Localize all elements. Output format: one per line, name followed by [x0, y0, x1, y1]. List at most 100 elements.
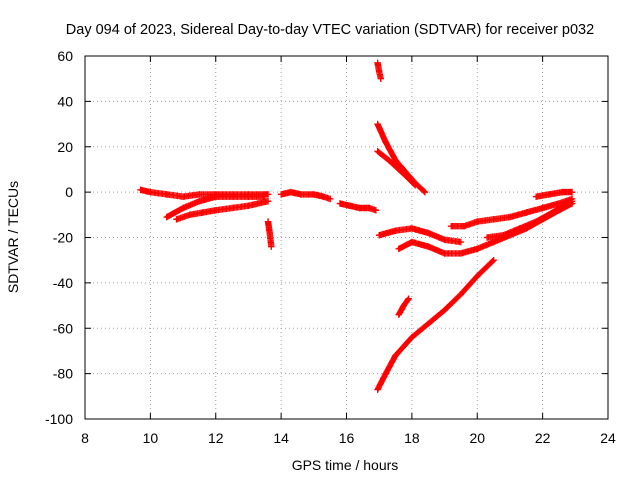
data-point: [506, 213, 514, 221]
data-point: [163, 191, 170, 198]
data-point: [163, 213, 170, 221]
series-arc-1600: [336, 200, 380, 214]
data-point: [405, 175, 412, 182]
data-point: [395, 245, 402, 253]
series-markers: [374, 257, 497, 393]
data-point: [447, 222, 455, 230]
y-tick-label: 20: [57, 139, 73, 155]
data-point: [385, 157, 393, 164]
data-point: [474, 218, 481, 225]
data-point: [212, 193, 219, 200]
data-point: [179, 193, 187, 200]
data-point: [568, 188, 576, 196]
y-axis-label: SDTVAR / TECUs: [5, 181, 21, 293]
data-point: [377, 75, 385, 82]
data-point: [523, 209, 530, 216]
data-point: [425, 229, 432, 237]
data-point: [336, 200, 344, 207]
data-point: [532, 218, 540, 225]
y-tick-label: 60: [57, 48, 73, 64]
data-point: [375, 68, 383, 76]
data-point: [395, 311, 402, 318]
data-point: [532, 193, 540, 200]
data-point: [287, 188, 295, 196]
data-point: [196, 198, 203, 205]
y-tick-label: 40: [57, 93, 73, 109]
series-arc-late-1: [447, 195, 576, 230]
data-point: [374, 59, 381, 67]
data-point: [310, 191, 318, 198]
x-tick-label: 8: [81, 430, 89, 446]
data-point: [375, 232, 383, 239]
data-point: [545, 191, 553, 198]
x-tick-label: 20: [469, 430, 485, 446]
data-point: [516, 225, 523, 232]
data-point: [539, 204, 546, 212]
axis-ticks: 8 10 12 14 16 18 20 22 24 60 40 20 0 -20 -40 -60 -80 -100: [45, 48, 616, 446]
data-point: [441, 306, 448, 314]
data-point: [356, 204, 363, 212]
series-arc-descending-lower: [374, 148, 419, 189]
x-tick-label: 24: [600, 430, 616, 446]
data-point: [425, 243, 432, 250]
y-tick-label: -20: [53, 230, 73, 246]
data-point: [228, 193, 236, 200]
data-point: [374, 386, 381, 393]
data-point: [408, 238, 416, 246]
y-tick-label: 0: [65, 184, 73, 200]
y-tick-label: -40: [53, 275, 73, 291]
data-point: [457, 291, 465, 298]
data-point: [400, 302, 407, 309]
data-point: [228, 204, 236, 212]
data-point: [382, 139, 389, 146]
data-point: [326, 195, 334, 203]
data-point: [500, 232, 507, 239]
data-point: [264, 218, 272, 225]
data-point: [147, 188, 154, 196]
data-point: [425, 320, 432, 327]
x-tick-label: 18: [404, 430, 420, 446]
series-markers: [277, 188, 334, 203]
data-point: [245, 202, 252, 209]
data-point: [474, 272, 481, 280]
data-point: [297, 191, 304, 198]
data-point: [483, 234, 491, 241]
series-arc-steep-top: [374, 59, 385, 82]
data-point: [186, 211, 193, 219]
data-point: [266, 229, 273, 237]
grid: [85, 56, 608, 419]
x-tick-label: 22: [535, 430, 551, 446]
data-point: [264, 198, 272, 205]
data-point: [405, 295, 412, 302]
data-point: [441, 236, 448, 243]
data-point: [395, 166, 402, 173]
series-arc-deep-rise: [374, 256, 497, 393]
data-point: [261, 193, 268, 200]
data-point: [408, 334, 416, 341]
data-point: [137, 186, 144, 194]
chart-title: Day 094 of 2023, Sidereal Day-to-day VTE…: [66, 22, 594, 38]
series-arc-1340: [264, 218, 275, 250]
data-point: [196, 191, 203, 198]
data-point: [490, 216, 497, 223]
data-point: [441, 250, 448, 257]
data-point: [490, 238, 497, 246]
data-point: [268, 243, 275, 250]
data-point: [346, 202, 353, 209]
data-point: [179, 204, 187, 212]
data-point: [320, 193, 327, 200]
x-tick-label: 14: [273, 430, 289, 446]
data-point: [490, 256, 497, 264]
data-point: [372, 207, 380, 214]
data-point: [411, 182, 419, 189]
series-arc-late-3: [532, 188, 576, 200]
series-arc-morning-mid: [163, 193, 268, 221]
data-point: [457, 250, 465, 257]
data-point: [264, 191, 272, 198]
data-point: [374, 148, 381, 155]
data-point: [568, 198, 576, 205]
data-point: [374, 120, 381, 128]
data-point: [199, 209, 206, 216]
data-point: [382, 370, 389, 377]
